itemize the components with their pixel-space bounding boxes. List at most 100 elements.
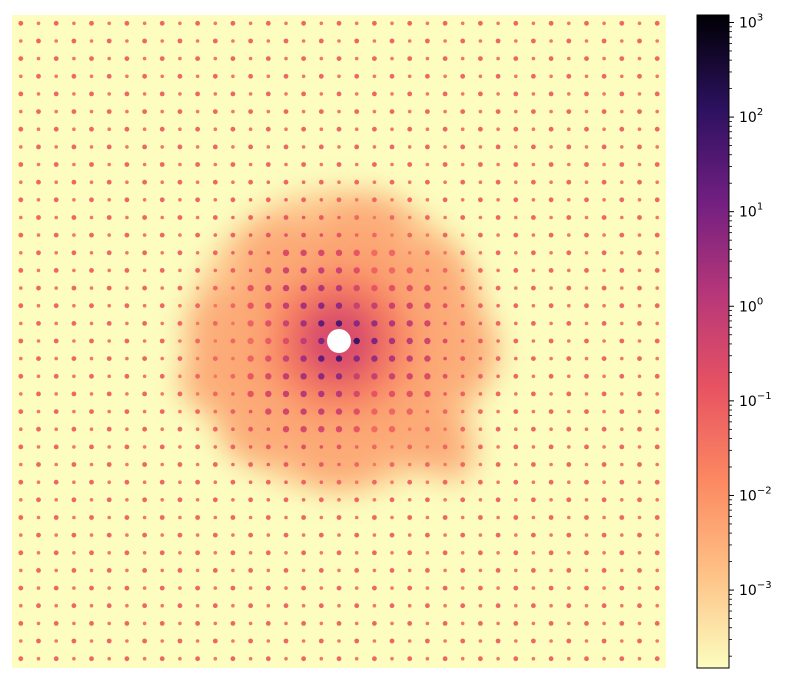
bragg-peak	[337, 603, 341, 608]
bragg-peak	[54, 74, 58, 79]
bragg-peak	[106, 73, 112, 79]
bragg-peak	[336, 91, 342, 97]
bragg-peak	[531, 162, 536, 167]
bragg-peak	[89, 462, 94, 467]
bragg-peak	[353, 320, 360, 327]
bragg-peak	[53, 268, 59, 273]
bragg-peak	[353, 302, 360, 309]
bragg-peak	[265, 320, 272, 327]
bragg-peak	[178, 21, 182, 26]
bragg-peak	[89, 268, 94, 273]
bragg-peak	[514, 498, 518, 502]
bragg-peak	[584, 603, 589, 608]
bragg-peak	[619, 444, 625, 450]
bragg-peak	[107, 162, 111, 167]
bragg-peak	[353, 426, 360, 433]
bragg-peak	[160, 74, 164, 79]
bragg-peak	[637, 127, 642, 131]
bragg-peak	[372, 639, 377, 643]
bragg-peak	[195, 427, 200, 432]
bragg-peak	[54, 180, 58, 184]
bragg-peak	[442, 56, 448, 61]
bragg-peak	[371, 320, 378, 327]
bragg-peak	[566, 73, 572, 79]
bragg-peak	[336, 20, 342, 26]
bragg-peak	[71, 568, 77, 573]
bragg-peak	[443, 498, 447, 502]
bragg-peak	[284, 233, 288, 237]
bragg-peak	[372, 498, 377, 502]
bragg-peak	[142, 426, 148, 432]
bragg-peak	[124, 268, 130, 273]
bragg-peak	[336, 585, 342, 591]
bragg-peak	[443, 392, 447, 396]
bragg-peak	[36, 586, 41, 590]
bragg-peak	[160, 427, 164, 432]
bragg-peak	[283, 462, 289, 467]
bragg-peak	[390, 621, 394, 626]
bragg-peak	[18, 56, 24, 61]
bragg-peak	[566, 144, 572, 150]
bragg-peak	[178, 586, 182, 590]
bragg-peak	[107, 480, 111, 485]
bragg-peak	[54, 109, 58, 114]
bragg-peak	[514, 180, 518, 184]
colorbar-ticks: 103 102 101 100 10−1 10−2 10−3	[729, 12, 772, 657]
bragg-peak	[89, 126, 94, 132]
bragg-peak	[89, 568, 94, 573]
bragg-peak	[336, 56, 342, 61]
bragg-peak	[372, 215, 377, 220]
bragg-peak	[71, 144, 77, 150]
bragg-peak	[231, 74, 235, 79]
bragg-peak	[495, 638, 501, 644]
bragg-peak	[549, 462, 553, 467]
bragg-peak	[389, 73, 395, 79]
bragg-peak	[106, 356, 112, 361]
bragg-peak	[619, 550, 625, 556]
bragg-peak	[460, 321, 466, 326]
bragg-peak	[513, 444, 519, 450]
bragg-peak	[495, 179, 501, 185]
bragg-peak	[460, 38, 466, 44]
bragg-peak	[89, 321, 94, 326]
bragg-peak	[265, 162, 271, 167]
bragg-peak	[213, 515, 218, 520]
bragg-peak	[18, 550, 24, 556]
bragg-peak	[407, 251, 412, 255]
bragg-peak	[107, 303, 111, 308]
bragg-peak	[106, 391, 112, 397]
bragg-peak	[36, 162, 41, 167]
bragg-peak	[514, 286, 518, 290]
bragg-peak	[106, 215, 112, 220]
bragg-peak	[514, 251, 518, 255]
bragg-peak	[372, 145, 377, 149]
bragg-peak	[142, 603, 148, 609]
bragg-peak	[177, 179, 183, 185]
bragg-peak	[407, 197, 413, 203]
bragg-peak	[424, 320, 431, 327]
bragg-peak	[407, 126, 413, 132]
bragg-peak	[54, 39, 58, 43]
bragg-peak	[72, 21, 76, 26]
bragg-peak	[620, 392, 624, 396]
bragg-peak	[284, 92, 288, 96]
bragg-peak	[213, 656, 218, 661]
bragg-peak	[425, 426, 430, 432]
bragg-peak	[231, 321, 235, 326]
bragg-peak	[531, 568, 536, 573]
bragg-peak	[566, 179, 572, 185]
bragg-peak	[19, 639, 23, 643]
bragg-peak	[637, 215, 642, 220]
bragg-peak	[178, 339, 182, 343]
bragg-peak	[460, 303, 465, 308]
bragg-peak	[354, 656, 359, 661]
bragg-peak	[637, 285, 642, 291]
bragg-peak	[142, 162, 147, 167]
bragg-peak	[19, 603, 23, 608]
bragg-peak	[231, 498, 235, 502]
bragg-peak	[425, 656, 430, 661]
bragg-peak	[514, 392, 518, 396]
bragg-peak	[89, 409, 94, 414]
bragg-peak	[601, 144, 607, 150]
bragg-peak	[231, 109, 235, 114]
